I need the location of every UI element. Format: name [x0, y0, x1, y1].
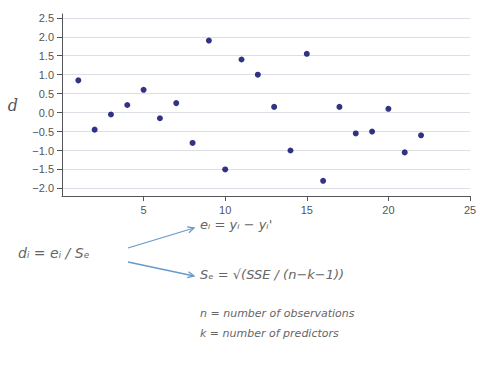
svg-text:dᵢ = eᵢ / Sₑ: dᵢ = eᵢ / Sₑ: [18, 245, 90, 261]
svg-text:−0.5: −0.5: [32, 126, 54, 138]
svg-text:Sₑ = √(SSE / (n−k−1)): Sₑ = √(SSE / (n−k−1)): [200, 267, 344, 282]
svg-text:10: 10: [219, 204, 231, 216]
svg-text:−1.5: −1.5: [32, 163, 54, 175]
svg-text:−2.0: −2.0: [32, 182, 54, 194]
svg-text:1.0: 1.0: [39, 69, 54, 81]
svg-text:n = number of observations: n = number of observations: [200, 307, 355, 320]
svg-text:−1.0: −1.0: [32, 145, 54, 157]
svg-text:eᵢ = yᵢ − yᵢ': eᵢ = yᵢ − yᵢ': [200, 217, 272, 232]
svg-text:25: 25: [464, 204, 476, 216]
svg-text:0.0: 0.0: [39, 107, 54, 119]
svg-text:0.5: 0.5: [39, 88, 54, 100]
svg-text:1.5: 1.5: [39, 50, 54, 62]
svg-text:2.0: 2.0: [39, 31, 54, 43]
svg-text:5: 5: [141, 204, 147, 216]
svg-text:15: 15: [301, 204, 313, 216]
svg-text:k = number of predictors: k = number of predictors: [200, 327, 339, 340]
svg-text:d: d: [8, 96, 18, 115]
svg-text:20: 20: [382, 204, 394, 216]
svg-text:2.5: 2.5: [39, 12, 54, 24]
